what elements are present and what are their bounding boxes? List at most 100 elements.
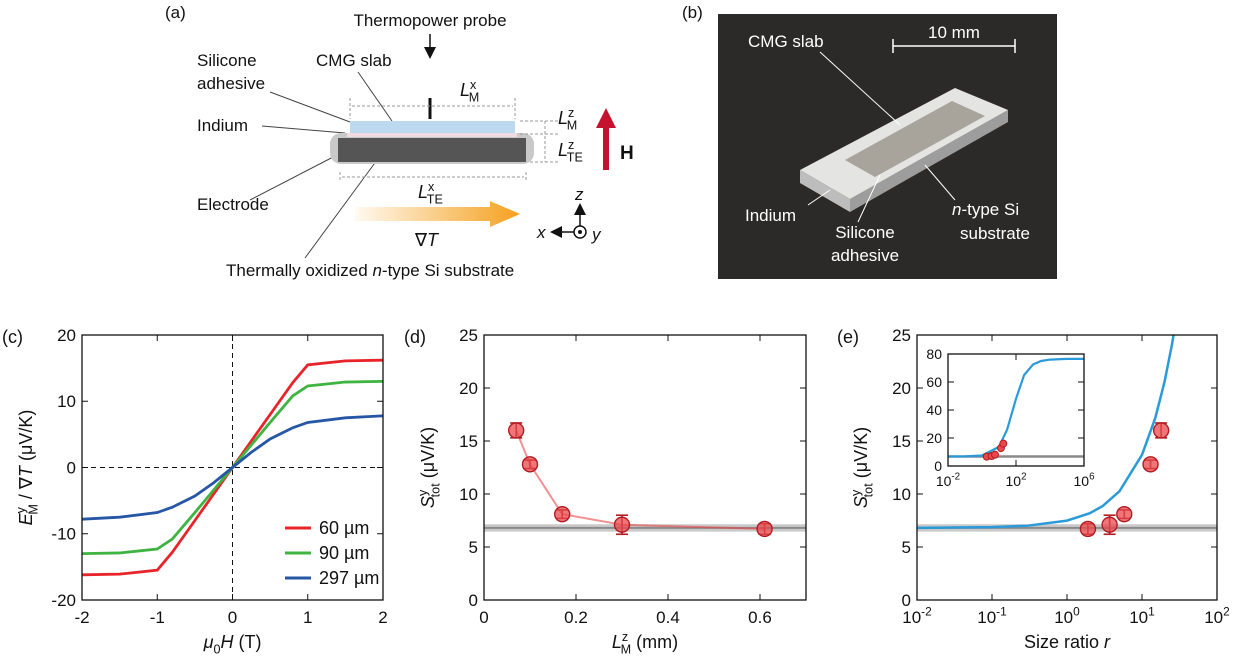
y-tick-label: 5 (902, 538, 911, 557)
y-tick-label: 15 (459, 432, 478, 451)
x-tick-label: 10-1 (977, 604, 1007, 627)
point (1154, 423, 1169, 438)
x-tick-label: 1 (303, 608, 312, 627)
label-part: (mm) (631, 632, 678, 652)
leaders (250, 72, 392, 258)
x-tick-label: 0.6 (748, 608, 772, 627)
axis-label: z (574, 185, 584, 204)
y-tick-label: 15 (892, 432, 911, 451)
plot-background (948, 354, 1084, 466)
point (1102, 517, 1117, 532)
panel-label: (d) (404, 327, 426, 347)
panel-label: (a) (165, 3, 186, 22)
y-tick-label: 60 (926, 374, 942, 390)
x-tick-label: 0 (228, 608, 237, 627)
y-tick-label: -10 (51, 525, 76, 544)
label-part: (T) (233, 632, 261, 652)
figure: (a) Thermopower probe Silicone adhesive … (0, 0, 1247, 663)
y-tick-label: 80 (926, 346, 942, 362)
text: Thermally oxidized (226, 261, 372, 280)
text: n (372, 261, 381, 280)
y-tick-label: 0 (67, 458, 76, 477)
point (615, 517, 630, 532)
diagram: (a) Thermopower probe Silicone adhesive … (165, 3, 634, 280)
substrate-label: Thermally oxidized n-type Si substrate (226, 261, 514, 280)
probe-label: Thermopower probe (353, 11, 506, 30)
gradient-label: ∇T (414, 230, 440, 250)
x-tick-label: 0 (479, 608, 488, 627)
label-part: μ (203, 632, 214, 652)
indium (347, 133, 517, 137)
label-part: Size ratio (1024, 632, 1104, 652)
label-part: 0 (213, 642, 220, 656)
y-tick-label: 20 (926, 430, 942, 446)
label-part: M (567, 118, 578, 132)
label-part: TE (427, 192, 443, 206)
adhesive-label: Silicone (197, 51, 257, 70)
axis-label: Size ratio r (1024, 632, 1111, 652)
label-part: r (1104, 632, 1111, 652)
cmg-label: CMG slab (316, 51, 392, 70)
tick-exponent: -2 (951, 472, 960, 483)
y-tick-label: 10 (459, 485, 478, 504)
tick-exponent: 1 (1148, 604, 1155, 618)
y-tick-label: 5 (469, 538, 478, 557)
tick-base: 10 (902, 608, 921, 627)
x-tick-label: 102 (1204, 604, 1230, 627)
label-part: M (621, 642, 632, 656)
y-tick-label: 0 (469, 591, 478, 610)
tick-base: 10 (1204, 608, 1223, 627)
dimension-label: LzM (558, 106, 577, 133)
axis-label: EyM / ∇T (μV/K) (14, 410, 41, 526)
y-tick-label: 40 (926, 402, 942, 418)
y-tick-label: 0 (902, 591, 911, 610)
tick-base: 10 (1054, 608, 1073, 627)
y-tick-label: 20 (459, 379, 478, 398)
tick-base: 10 (1073, 473, 1089, 489)
x-tick-label: 2 (378, 608, 387, 627)
point (509, 423, 524, 438)
adhesive-label: Silicone (835, 223, 895, 242)
text: T (427, 230, 440, 250)
x-tick-label: 0.4 (656, 608, 680, 627)
tick-exponent: 6 (1089, 472, 1095, 483)
tick-exponent: 0 (1073, 604, 1080, 618)
tick-exponent: -1 (996, 604, 1007, 618)
label-part: / ∇ (16, 476, 36, 504)
point (991, 451, 998, 458)
photo: (b) 10 mm CMG slab Indium Silicone adhes… (682, 3, 1057, 279)
label-part: (μV/K) (418, 427, 438, 483)
point (555, 507, 570, 522)
label-part: tot (861, 483, 875, 498)
point (757, 521, 772, 536)
substrate-label: n-type Si (952, 200, 1019, 219)
y-tick-label: 25 (892, 326, 911, 345)
adhesive-label: adhesive (831, 246, 899, 265)
label-part: (μV/K) (16, 410, 36, 466)
axis-label: Sytot (μV/K) (849, 427, 876, 508)
y-tick-label: 10 (57, 392, 76, 411)
y-tick-label: 20 (57, 326, 76, 345)
legend-label: 90 µm (319, 543, 369, 563)
x-tick-label: 0.2 (564, 608, 588, 627)
tick-base: 10 (1129, 608, 1148, 627)
field-arrow (596, 108, 616, 170)
indium-label: Indium (197, 116, 248, 135)
axis-label: μ0H (T) (203, 632, 262, 656)
x-tick-label: -2 (74, 608, 89, 627)
dimension-label: LxTE (418, 180, 443, 207)
field-label: H (620, 143, 634, 164)
label-part: (μV/K) (851, 427, 871, 483)
label-part: TE (567, 150, 583, 164)
axis-label: Sytot (μV/K) (416, 427, 443, 508)
electrode-label: Electrode (197, 195, 269, 214)
y-tick-label: 0 (934, 458, 942, 474)
point (1117, 507, 1132, 522)
axis-out (578, 230, 582, 234)
y-tick-label: 10 (892, 485, 911, 504)
panel-label: (e) (837, 327, 859, 347)
axis-label: y (591, 225, 602, 244)
tick-exponent: 2 (1223, 604, 1230, 618)
text: ∇ (414, 230, 428, 250)
